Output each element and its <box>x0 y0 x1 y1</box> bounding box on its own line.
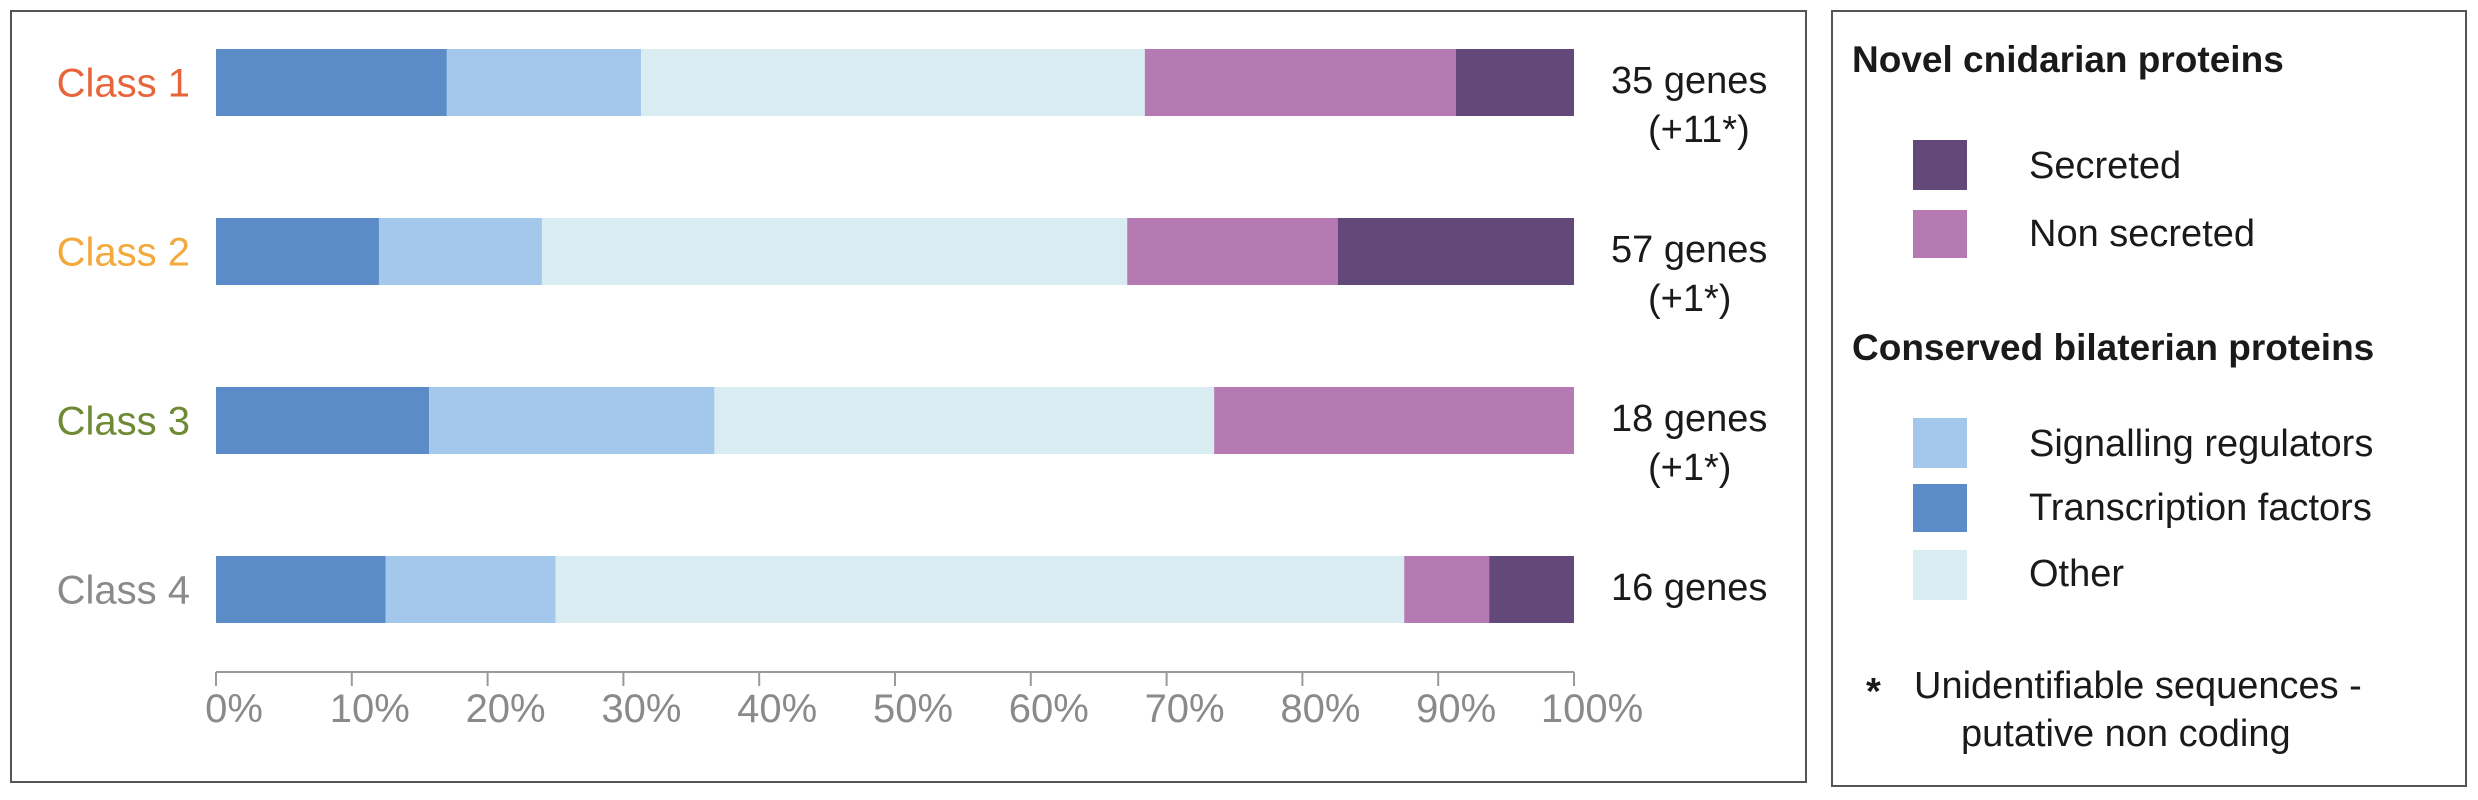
category-label-class-2: Class 2 <box>57 231 190 275</box>
bar-segment-class-4-non-secreted <box>1404 556 1490 623</box>
bar-segment-class-4-secreted <box>1489 556 1574 623</box>
legend-title-conserved: Conserved bilaterian proteins <box>1852 327 2374 368</box>
unidentified-count-class-2: (+1*) <box>1648 278 1731 320</box>
unidentified-count-class-3: (+1*) <box>1648 447 1731 489</box>
x-tick-label: 100% <box>1541 687 1643 731</box>
x-tick-label: 40% <box>737 687 817 731</box>
x-tick-label: 30% <box>601 687 681 731</box>
legend-panel: Novel cnidarian proteins Secreted Non se… <box>1831 10 2467 787</box>
legend-swatch-secreted <box>1913 140 1967 190</box>
bar-segment-class-1-secreted <box>1455 49 1574 116</box>
chart-panel: Class 1 35 genes (+11*) Class 2 57 genes (+1*… <box>10 10 1807 783</box>
bar-segment-class-2-secreted <box>1337 218 1574 285</box>
legend-label-signalling: Signalling regulators <box>2029 423 2373 465</box>
bar-segment-class-1-non-secreted <box>1144 49 1456 116</box>
footnote-line1: Unidentifiable sequences - <box>1914 665 2362 707</box>
bar-segment-class-2-other <box>541 218 1128 285</box>
unidentified-count-class-1: (+11*) <box>1648 109 1750 151</box>
legend: Novel cnidarian proteins Secreted Non se… <box>1852 39 2374 755</box>
gene-count-class-4: 16 genes <box>1611 567 1767 609</box>
legend-swatch-non-secreted <box>1913 210 1967 258</box>
footnote-asterisk: * <box>1866 671 1881 713</box>
legend-label-other: Other <box>2029 553 2124 595</box>
bar-segment-class-3-transcription-factors <box>216 387 430 454</box>
x-tick-label: 0% <box>205 687 263 731</box>
x-tick-label: 10% <box>330 687 410 731</box>
category-label-class-3: Class 3 <box>57 400 190 444</box>
gene-count-class-3: 18 genes <box>1611 398 1767 440</box>
bar-segment-class-1-signalling-regulators <box>446 49 642 116</box>
bar-segment-class-3-other <box>714 387 1215 454</box>
bar-segment-class-2-transcription-factors <box>216 218 379 285</box>
bar-segment-class-1-transcription-factors <box>216 49 447 116</box>
bar-segment-class-2-signalling-regulators <box>378 218 542 285</box>
x-tick-label: 90% <box>1416 687 1496 731</box>
footnote-line2: putative non coding <box>1961 713 2291 755</box>
bar-segment-class-3-non-secreted <box>1214 387 1574 454</box>
x-tick-label: 60% <box>1009 687 1089 731</box>
bar-segment-class-4-signalling-regulators <box>385 556 556 623</box>
category-label-class-4: Class 4 <box>57 569 190 613</box>
x-tick-label: 70% <box>1145 687 1225 731</box>
x-tick-label: 20% <box>466 687 546 731</box>
legend-label-secreted: Secreted <box>2029 145 2181 187</box>
legend-label-non-secreted: Non secreted <box>2029 213 2255 255</box>
legend-title-novel: Novel cnidarian proteins <box>1852 39 2284 80</box>
bar-segment-class-1-other <box>641 49 1145 116</box>
legend-swatch-other <box>1913 550 1967 600</box>
category-label-class-1: Class 1 <box>57 62 190 106</box>
legend-label-transcription: Transcription factors <box>2029 487 2372 529</box>
legend-swatch-transcription <box>1913 484 1967 532</box>
bar-segment-class-3-signalling-regulators <box>429 387 715 454</box>
gene-count-class-1: 35 genes <box>1611 60 1767 102</box>
gene-count-class-2: 57 genes <box>1611 229 1767 271</box>
x-tick-label: 50% <box>873 687 953 731</box>
bar-segment-class-2-non-secreted <box>1127 218 1338 285</box>
stacked-bar-chart: Class 1 35 genes (+11*) Class 2 57 genes (+1*… <box>57 49 1767 731</box>
bar-segment-class-4-other <box>555 556 1405 623</box>
legend-swatch-signalling <box>1913 418 1967 468</box>
bar-segment-class-4-transcription-factors <box>216 556 386 623</box>
x-tick-label: 80% <box>1280 687 1360 731</box>
